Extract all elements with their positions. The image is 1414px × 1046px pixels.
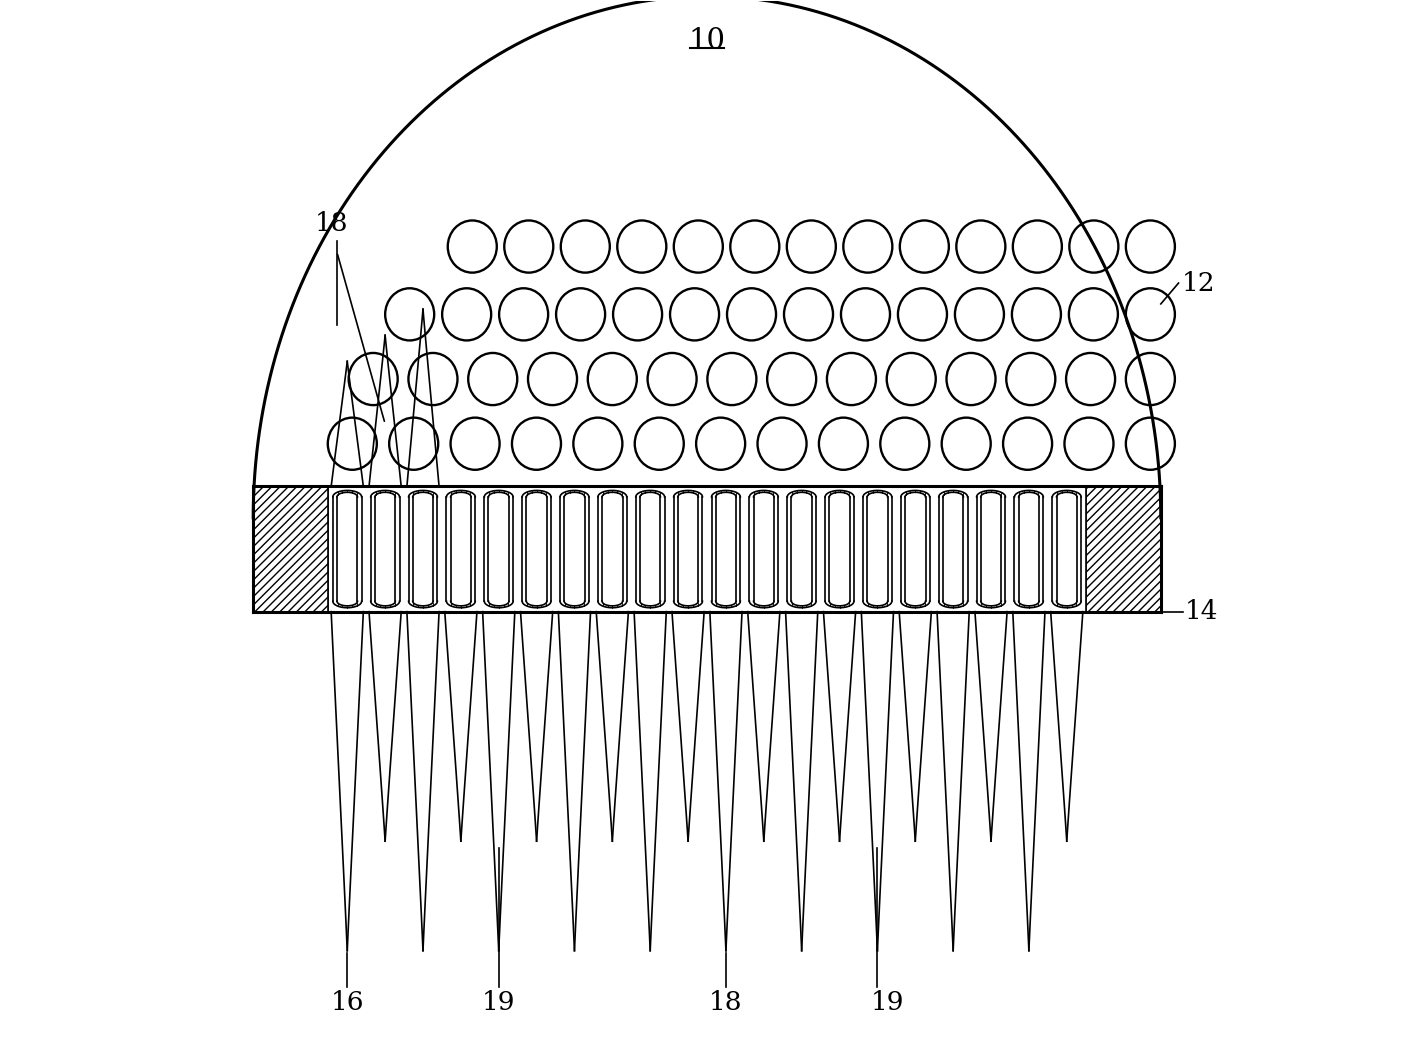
Text: 14: 14 bbox=[1185, 599, 1219, 624]
Text: 19: 19 bbox=[482, 991, 516, 1016]
Text: 10: 10 bbox=[689, 27, 725, 55]
Text: 18: 18 bbox=[710, 991, 742, 1016]
Text: 18: 18 bbox=[315, 211, 348, 236]
Text: 16: 16 bbox=[331, 991, 363, 1016]
Text: 19: 19 bbox=[871, 991, 905, 1016]
Text: 12: 12 bbox=[1182, 271, 1215, 296]
